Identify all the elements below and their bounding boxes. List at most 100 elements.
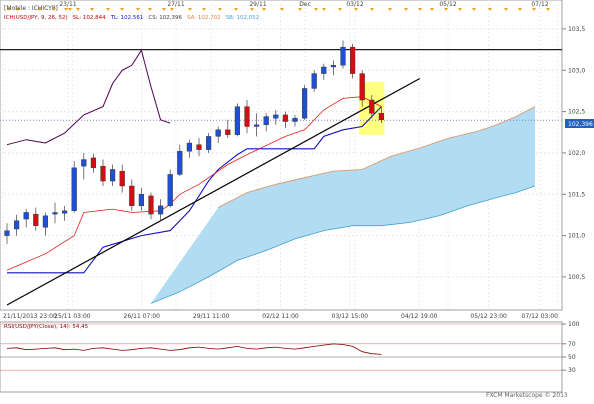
candle-body (109, 169, 116, 182)
current-price-label: 102,396 (568, 121, 593, 128)
candle (186, 139, 193, 158)
candle (100, 159, 106, 186)
x-tick-label: 03/12 15:00 (332, 313, 369, 320)
candlestick-series (4, 40, 385, 244)
event-marker (518, 8, 522, 11)
event-marker (7, 8, 11, 11)
rsi-tick-label: 30 (568, 367, 576, 374)
current-price-tag (565, 119, 594, 128)
candle-body (42, 215, 49, 228)
candle (81, 152, 87, 180)
candle-body (81, 159, 87, 167)
price-axis: 103,5 103,0 102,5 102,0 101,5 101,0 100,5 (562, 26, 585, 281)
candle (359, 70, 365, 107)
event-marker (404, 8, 408, 11)
candle (282, 111, 289, 129)
candle (273, 109, 279, 125)
rsi-tick-label: 70 (568, 341, 576, 348)
candle-body (215, 129, 221, 137)
event-marker (388, 8, 392, 11)
event-marker (218, 8, 222, 11)
candle-body (378, 113, 385, 121)
ichimoku-cloud (151, 106, 535, 304)
candle (234, 103, 241, 137)
event-marker (488, 8, 492, 11)
candle (369, 95, 375, 119)
candle (263, 113, 269, 132)
candle-body (4, 230, 10, 236)
event-marker (68, 8, 72, 11)
tenkan-line (6, 96, 382, 271)
event-marker (546, 8, 550, 11)
candle (4, 223, 10, 244)
candle-body (292, 118, 298, 122)
candle-body (90, 157, 97, 169)
event-marker (170, 8, 174, 11)
candle (109, 164, 116, 186)
copyright-label: FXCM Marketscope © 2013 (486, 392, 568, 399)
candle-body (253, 124, 260, 127)
candle-body (244, 106, 250, 127)
event-marker (250, 8, 254, 11)
legend-item: ICH(USD/JPY, 9, 26, 52) (4, 15, 68, 21)
candle (13, 214, 20, 236)
candle-body (62, 210, 68, 214)
event-marker (280, 8, 284, 11)
candle (90, 153, 97, 173)
candle (119, 164, 125, 193)
candle (177, 144, 183, 177)
y-tick-label: 103,0 (568, 67, 585, 74)
candle (311, 70, 317, 92)
candle-body (234, 106, 241, 135)
candle-body (52, 212, 58, 215)
event-marker (188, 8, 192, 11)
y-tick-label: 101,5 (568, 191, 585, 198)
event-marker (148, 8, 152, 11)
candle-body (340, 46, 346, 66)
candle-body (273, 114, 279, 119)
rsi-title: RSI(USD/JPY(Close), 14): 54,45 (4, 324, 89, 330)
event-marker (202, 8, 206, 11)
event-marker (314, 8, 318, 11)
candle-body (321, 66, 327, 74)
candle (215, 126, 221, 144)
event-marker (136, 8, 140, 11)
legend-item: CS: 102,396 (148, 15, 182, 21)
candle (23, 209, 29, 228)
candle-body (350, 46, 356, 74)
chikou-line (6, 49, 171, 146)
top-date-label: Dec (299, 1, 311, 8)
candle-body (119, 170, 125, 187)
event-marker (322, 8, 326, 11)
candle-body (330, 65, 337, 68)
x-tick-label: 26/11 07:00 (124, 313, 161, 320)
candle-body (33, 213, 39, 226)
kijun-line (7, 106, 382, 274)
event-marker (106, 8, 110, 11)
candle (42, 212, 49, 236)
candle-body (205, 136, 212, 150)
candle-body (225, 129, 231, 135)
event-marker (418, 8, 422, 11)
event-marker (532, 8, 536, 11)
candle (129, 179, 135, 211)
rsi-tick-label: 50 (568, 354, 576, 361)
candle (148, 192, 154, 220)
rsi-line (6, 343, 382, 355)
candle (340, 40, 346, 69)
symbol-label: [Mobile : ICHICYP] (4, 5, 58, 12)
event-marker (430, 8, 434, 11)
top-date-label: 03/12 (346, 1, 363, 8)
candle-body (167, 174, 173, 207)
candle (33, 207, 39, 231)
x-tick-label: 02/12 11:00 (262, 313, 299, 320)
event-marker (298, 8, 302, 11)
legend-item: SB: 102,052 (226, 15, 260, 21)
event-marker (338, 8, 342, 11)
y-tick-label: 101,0 (568, 233, 585, 240)
candle (71, 161, 77, 213)
top-date-label: 05/12 (439, 1, 456, 8)
y-tick-label: 102,5 (568, 109, 585, 116)
candle-body (177, 151, 183, 175)
